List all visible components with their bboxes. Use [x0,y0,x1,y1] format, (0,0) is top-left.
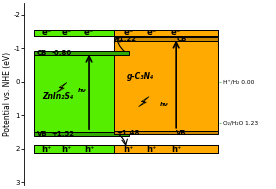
Bar [34,30,219,36]
Text: VB: VB [37,131,47,137]
Text: hν: hν [77,88,86,93]
Text: CB: CB [37,50,47,56]
Text: h⁺: h⁺ [42,145,52,153]
Polygon shape [56,83,67,93]
Bar [34,55,129,132]
Text: e⁻: e⁻ [42,28,52,37]
Text: e⁻: e⁻ [124,28,134,37]
Text: ZnIn₂S₄: ZnIn₂S₄ [42,92,73,101]
Text: e⁻: e⁻ [84,28,94,37]
Text: +1.48: +1.48 [116,130,140,136]
Text: h⁺: h⁺ [62,145,72,153]
Text: +1.52: +1.52 [52,131,75,137]
Bar [114,145,219,153]
Bar [34,145,129,153]
Bar [114,37,219,41]
Text: e⁻: e⁻ [62,28,72,37]
Bar [34,51,129,55]
Text: h⁺: h⁺ [84,145,94,153]
Text: O₂/H₂O 1.23: O₂/H₂O 1.23 [224,120,259,125]
Bar [34,145,219,153]
Bar [114,30,219,36]
Bar [114,41,219,131]
Y-axis label: Potential vs. NHE (eV): Potential vs. NHE (eV) [3,52,12,136]
Text: h⁺: h⁺ [124,145,134,153]
Polygon shape [139,97,149,107]
Text: CB: CB [176,36,187,42]
Text: H⁺/H₂ 0.00: H⁺/H₂ 0.00 [224,79,255,84]
Text: h⁺: h⁺ [171,145,181,153]
Text: -0.80: -0.80 [52,50,72,56]
Text: g-C₃N₄: g-C₃N₄ [126,72,154,81]
Text: hν: hν [160,102,168,107]
Text: VB: VB [176,130,187,136]
Text: e⁻: e⁻ [146,28,156,37]
Bar [114,131,219,134]
Text: h⁺: h⁺ [146,145,156,153]
Text: e⁻: e⁻ [171,28,181,37]
Text: -1.22: -1.22 [116,36,136,42]
Bar [34,132,129,136]
Bar [34,30,129,36]
